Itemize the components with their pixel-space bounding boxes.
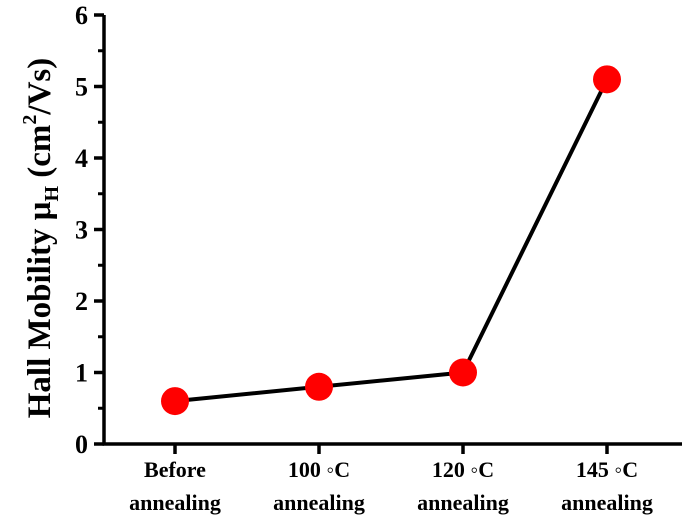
y-ticks: 0 1 2 3 4 5 6 [75, 1, 104, 459]
x-category-label: 100 ◦C [288, 457, 350, 482]
y-tick-label: 0 [75, 430, 88, 459]
x-category-label: annealing [129, 490, 221, 515]
y-tick-label: 1 [75, 359, 88, 388]
data-point [449, 358, 477, 387]
y-tick-label: 2 [75, 287, 88, 316]
data-point [305, 372, 333, 401]
x-category-label: annealing [417, 490, 509, 515]
data-point [161, 387, 189, 416]
data-points [161, 65, 621, 416]
y-tick-label: 3 [75, 216, 88, 245]
x-category-label: 120 ◦C [432, 457, 494, 482]
y-axis-title: Hall Mobility μH (cm2/Vs) [19, 58, 63, 419]
x-category-label: annealing [273, 490, 365, 515]
series-line [174, 78, 609, 404]
x-category-label: 145 ◦C [576, 457, 638, 482]
category-labels: Before annealing 100 ◦C annealing 120 ◦C anne… [129, 457, 653, 515]
x-category-label: Before [144, 457, 206, 482]
x-ticks [173, 444, 609, 454]
y-tick-label: 5 [75, 73, 88, 102]
y-tick-label: 4 [75, 144, 88, 173]
x-category-label: annealing [561, 490, 653, 515]
y-tick-label: 6 [75, 1, 88, 30]
series-line-group [174, 78, 609, 404]
data-point [593, 65, 621, 94]
